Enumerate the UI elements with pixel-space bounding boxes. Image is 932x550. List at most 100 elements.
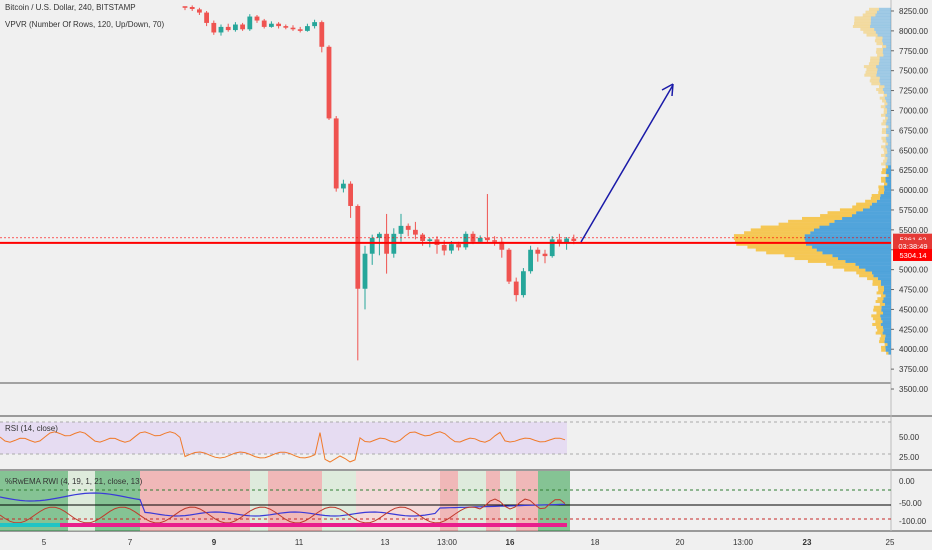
rwi-background-block [486, 471, 500, 531]
volume-profile-down-row [879, 337, 885, 341]
candle-body [549, 239, 555, 257]
volume-profile-down-row [794, 257, 838, 261]
time-tick-label: 20 [676, 538, 685, 547]
candle-body [557, 239, 562, 244]
volume-profile-down-row [876, 291, 884, 295]
volume-profile-down-row [877, 53, 884, 57]
rwi-bottom-strip-cyan [0, 523, 60, 527]
volume-profile-up-row [822, 251, 891, 255]
volume-profile-up-row [879, 196, 891, 200]
low-price-marker: 5304.14 [899, 251, 926, 260]
volume-profile-up-row [871, 271, 891, 275]
volume-profile-down-row [866, 33, 878, 37]
candle-body [305, 26, 310, 31]
volume-profile-down-row [885, 142, 888, 146]
volume-profile-down-row [865, 199, 877, 203]
volume-profile-up-row [882, 39, 891, 43]
volume-profile-down-row [859, 274, 874, 278]
volume-profile-up-row [885, 334, 891, 338]
volume-profile-up-row [845, 259, 891, 263]
volume-profile-down-row [878, 188, 885, 192]
volume-profile-up-row [882, 325, 891, 329]
volume-profile-down-row [884, 102, 888, 106]
volume-profile-up-row [816, 248, 891, 252]
volume-profile-down-row [873, 305, 882, 309]
volume-profile-down-row [880, 153, 886, 157]
candle-body [312, 22, 317, 27]
volume-profile-down-row [882, 168, 887, 172]
volume-profile-down-row [876, 325, 883, 329]
volume-profile-down-row [766, 251, 823, 255]
candle-body [463, 233, 469, 248]
volume-profile-up-row [842, 216, 891, 220]
volume-profile-down-row [862, 13, 876, 17]
price-tick-label: 7000.00 [899, 106, 928, 115]
volume-profile-up-row [879, 76, 891, 80]
volume-profile-down-row [882, 99, 887, 103]
candle-body [528, 249, 533, 272]
rwi-red-line [0, 498, 566, 524]
time-tick-label: 16 [506, 538, 515, 547]
volume-profile-up-row [877, 67, 891, 71]
volume-profile-up-row [884, 185, 891, 189]
volume-profile-down-row [881, 171, 886, 175]
volume-profile-down-row [802, 216, 843, 220]
volume-profile-down-row [733, 237, 805, 240]
candle-body [319, 22, 325, 47]
volume-profile-down-row [881, 162, 886, 166]
volume-profile-down-row [860, 27, 875, 31]
volume-profile-up-row [888, 165, 891, 169]
volume-profile-down-row [863, 65, 877, 69]
price-tick-label: 4250.00 [899, 325, 928, 334]
volume-profile-down-row [760, 225, 820, 229]
volume-profile-up-row [882, 47, 891, 51]
volume-profile-down-row [876, 311, 884, 315]
rwi-background-block [140, 471, 250, 531]
candles [182, 5, 577, 361]
volume-profile-down-row [879, 302, 885, 306]
volume-profile-down-row [880, 345, 886, 349]
volume-profile-up-row [883, 288, 891, 292]
volume-profile-down-row [881, 122, 886, 126]
volume-profile-down-row [885, 165, 889, 169]
candle-body [449, 244, 454, 251]
candle-body [506, 249, 512, 282]
volume-profile-down-row [886, 133, 889, 137]
volume-profile-down-row [869, 79, 880, 83]
candle-body [355, 205, 361, 289]
volume-profile-up-row [882, 42, 891, 46]
volume-profile-up-row [886, 110, 891, 114]
candle-body [492, 240, 497, 242]
volume-profile-down-row [876, 47, 883, 51]
volume-profile-down-row [839, 208, 863, 212]
volume-profile-down-row [878, 191, 884, 195]
rwi-background-block [458, 471, 486, 531]
volume-profile-up-row [885, 113, 891, 117]
volume-profile-down-row [877, 297, 884, 301]
countdown-marker: 03:38:49 [898, 242, 927, 251]
candle-body [348, 183, 353, 206]
price-tick-label: 3500.00 [899, 385, 928, 394]
volume-profile-down-row [820, 214, 853, 218]
volume-profile-up-row [862, 208, 891, 212]
volume-profile-down-row [884, 343, 888, 347]
candle-body [405, 225, 411, 230]
volume-profile-down-row [883, 93, 887, 97]
volume-profile-up-row [880, 282, 891, 286]
volume-profile-up-row [885, 176, 891, 180]
rsi-tick-label: 50.00 [899, 433, 920, 442]
volume-profile-down-row [875, 300, 883, 304]
volume-profile-down-row [881, 113, 886, 117]
volume-profile-down-row [877, 328, 884, 332]
volume-profile-down-row [877, 285, 884, 289]
volume-profile-down-row [879, 96, 885, 100]
volume-profile-up-row [888, 351, 891, 355]
time-tick-label: 23 [803, 538, 812, 547]
candle-body [369, 237, 375, 254]
volume-profile-down-row [876, 42, 883, 46]
volume-profile-up-row [885, 153, 891, 157]
volume-profile-up-row [881, 305, 891, 309]
volume-profile-up-row [810, 231, 891, 235]
